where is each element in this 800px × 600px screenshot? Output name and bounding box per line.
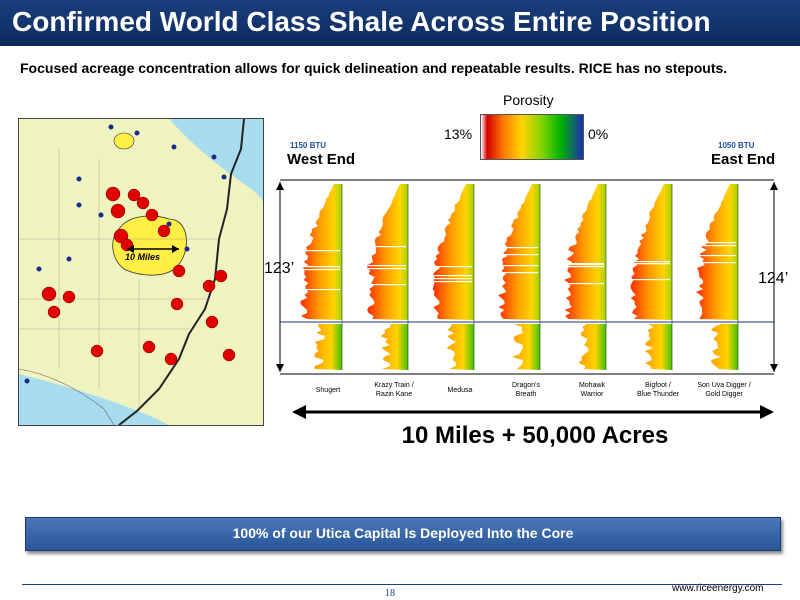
- log-streak: [500, 272, 538, 274]
- map-scale-label: 10 Miles: [125, 252, 161, 262]
- well-label-line1: Son Uva Digger /: [697, 382, 751, 389]
- log-streak: [500, 254, 538, 256]
- log-streak: [698, 245, 736, 247]
- porosity-log-lower: [710, 324, 738, 370]
- log-streak: [632, 261, 670, 263]
- well-label-line2: Breath: [515, 391, 537, 398]
- porosity-log-lower: [446, 324, 474, 370]
- west-end-label: West End: [287, 151, 356, 168]
- porosity-log-upper: [432, 184, 474, 320]
- log-streak: [302, 250, 340, 252]
- permit-dots: [24, 124, 227, 384]
- porosity-log-upper: [367, 184, 408, 320]
- well-label: Medusa: [448, 386, 473, 395]
- well-label-line1: Dragon’s: [512, 382, 540, 389]
- well-dots: [41, 186, 236, 366]
- porosity-title: Porosity: [503, 92, 554, 108]
- well-label: Shugert: [316, 386, 341, 395]
- east-thickness: 124’: [758, 270, 789, 287]
- log-streak: [566, 283, 604, 285]
- log-streak: [434, 275, 472, 277]
- well-label-line1: Bigfoot /: [645, 382, 671, 389]
- well-label: Krazy Train / Razin Kane: [374, 381, 413, 399]
- log-streak: [368, 268, 406, 270]
- log-streak: [566, 266, 604, 268]
- well-label: Son Uva Digger / Gold Digger: [697, 381, 750, 399]
- porosity-log-lower: [512, 324, 540, 370]
- well-label-line2: Gold Digger: [705, 391, 743, 398]
- footer-divider: [22, 584, 782, 585]
- log-streak: [500, 265, 538, 267]
- subtitle: Focused acreage concentration allows for…: [20, 60, 728, 76]
- banner-text: 100% of our Utica Capital Is Deployed In…: [232, 525, 574, 541]
- log-streak: [434, 266, 472, 268]
- porosity-log-lower: [380, 324, 408, 370]
- porosity-log-upper: [300, 184, 342, 320]
- map-graphic: [19, 119, 263, 425]
- east-btu: 1050 BTU: [718, 141, 755, 150]
- log-streak: [500, 247, 538, 249]
- log-streak: [632, 263, 670, 265]
- log-streak: [368, 265, 406, 267]
- well-label-line2: Blue Thunder: [637, 391, 679, 398]
- well-label: Mohawk Warrior: [579, 381, 605, 399]
- porosity-max-label: 13%: [444, 126, 473, 142]
- log-streak: [368, 284, 406, 286]
- well-label: Dragon’s Breath: [512, 381, 540, 399]
- porosity-log-upper: [630, 184, 672, 320]
- west-thickness: 123’: [264, 260, 295, 277]
- well-label-line1: Medusa: [447, 387, 473, 394]
- log-streak: [434, 278, 472, 280]
- east-end-label: East End: [711, 151, 776, 168]
- log-streak: [302, 266, 340, 268]
- capital-banner: 100% of our Utica Capital Is Deployed In…: [25, 517, 781, 551]
- log-streak: [302, 289, 340, 291]
- west-btu: 1150 BTU: [290, 141, 327, 150]
- log-cross-section: 123’ 124’: [262, 172, 792, 382]
- span-arrow: [292, 405, 774, 419]
- footer-url: www.riceenergy.com: [672, 583, 764, 594]
- porosity-log-lower: [314, 324, 342, 370]
- page-number: 18: [385, 588, 395, 599]
- log-streak: [632, 279, 670, 281]
- log-streak: [368, 246, 406, 248]
- porosity-min-label: 0%: [588, 126, 609, 142]
- well-label-line1: Shugert: [315, 387, 341, 394]
- well-label: Bigfoot / Blue Thunder: [637, 381, 679, 399]
- log-graphic: [276, 179, 778, 375]
- log-streak: [698, 255, 736, 257]
- porosity-log-upper: [564, 184, 606, 320]
- log-streak: [698, 262, 736, 264]
- title-bar: Confirmed World Class Shale Across Entir…: [0, 0, 800, 46]
- log-tracks: [300, 184, 739, 370]
- log-streak: [566, 263, 604, 265]
- summary-text: 10 Miles + 50,000 Acres: [401, 422, 669, 449]
- well-label-line2: Warrior: [580, 391, 604, 398]
- well-label-line2: Razin Kane: [375, 391, 413, 398]
- porosity-color-scale: [480, 114, 584, 160]
- log-streak: [302, 269, 340, 271]
- porosity-log-lower: [645, 324, 672, 370]
- log-streak: [434, 281, 472, 283]
- well-label-line1: Mohawk: [578, 382, 606, 389]
- well-label-line1: Krazy Train /: [374, 382, 414, 389]
- porosity-log-upper: [696, 184, 738, 320]
- porosity-log-upper: [498, 184, 540, 320]
- acreage-map: 10 Miles: [18, 118, 264, 426]
- page-title: Confirmed World Class Shale Across Entir…: [12, 6, 711, 37]
- porosity-log-lower: [578, 324, 606, 370]
- log-streak: [698, 242, 736, 244]
- log-streak: [566, 264, 604, 266]
